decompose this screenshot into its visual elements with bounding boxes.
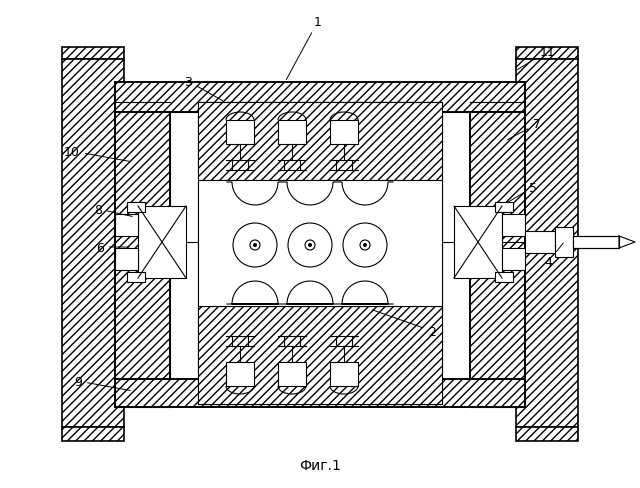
Bar (62, 60, 124, 427)
Bar (330, 121, 358, 145)
Bar (127, 203, 145, 213)
Bar (573, 237, 619, 248)
Text: 2: 2 (372, 310, 436, 338)
Bar (115, 83, 525, 113)
Circle shape (343, 224, 387, 267)
Bar (495, 272, 513, 283)
Text: 11: 11 (517, 45, 556, 70)
Text: Фиг.1: Фиг.1 (299, 458, 341, 472)
Text: 3: 3 (184, 75, 223, 102)
Circle shape (233, 224, 277, 267)
Polygon shape (619, 237, 635, 248)
Circle shape (360, 241, 370, 250)
Circle shape (288, 224, 332, 267)
Bar (115, 248, 138, 270)
Text: 4: 4 (544, 244, 563, 269)
Circle shape (250, 241, 260, 250)
Bar (516, 48, 578, 60)
Circle shape (363, 244, 367, 247)
Text: 10: 10 (64, 145, 131, 162)
Circle shape (253, 244, 257, 247)
Bar (226, 121, 254, 145)
Circle shape (308, 244, 312, 247)
Bar (198, 103, 442, 404)
Text: 9: 9 (74, 375, 131, 391)
Bar (502, 248, 525, 270)
Bar (115, 215, 138, 237)
Bar (454, 206, 502, 279)
Bar (198, 181, 442, 306)
Bar (226, 362, 254, 386)
Bar (495, 203, 513, 213)
Bar (516, 427, 578, 441)
Bar (278, 121, 306, 145)
Circle shape (305, 241, 315, 250)
Text: 6: 6 (96, 241, 129, 254)
Text: 7: 7 (508, 118, 541, 141)
Bar (115, 379, 525, 407)
Bar (62, 427, 124, 441)
Bar (278, 362, 306, 386)
Bar (470, 113, 525, 379)
Bar (138, 206, 186, 279)
Text: 8: 8 (94, 203, 132, 217)
Text: 5: 5 (508, 181, 537, 203)
Bar (115, 113, 170, 379)
Bar (330, 362, 358, 386)
Bar (502, 215, 525, 237)
Bar (525, 231, 555, 253)
Bar (170, 113, 470, 379)
Bar (198, 306, 442, 404)
Bar (555, 227, 573, 258)
Bar (127, 272, 145, 283)
Bar (62, 48, 124, 60)
Text: 1: 1 (286, 16, 322, 81)
Bar (198, 103, 442, 181)
Bar (516, 60, 578, 427)
